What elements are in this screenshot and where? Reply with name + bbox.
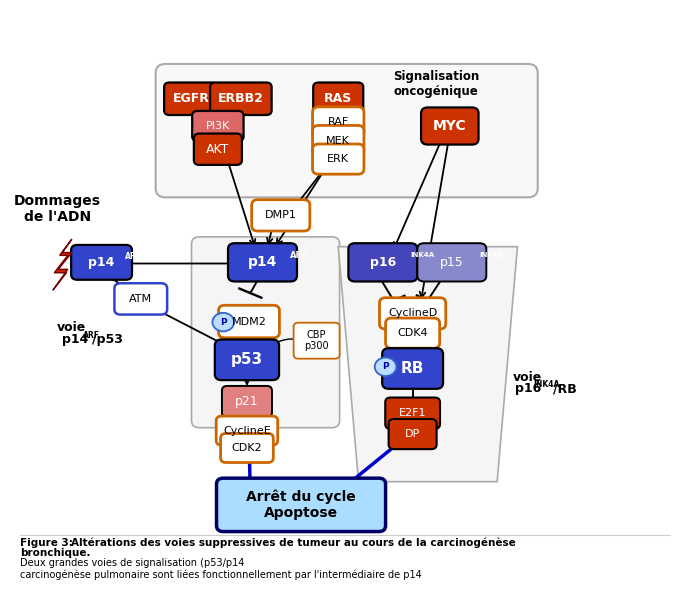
Text: Altérations des voies suppressives de tumeur au cours de la carcinogénèse: Altérations des voies suppressives de tu… <box>71 538 516 548</box>
Text: voie: voie <box>57 321 86 334</box>
FancyBboxPatch shape <box>115 283 167 314</box>
Text: EGFR: EGFR <box>172 92 209 105</box>
Text: E2F1: E2F1 <box>399 408 426 418</box>
Text: ARF: ARF <box>83 331 99 340</box>
FancyBboxPatch shape <box>417 243 486 281</box>
Text: ERK: ERK <box>327 154 349 164</box>
Text: ERBB2: ERBB2 <box>218 92 264 105</box>
Text: voie: voie <box>513 371 542 384</box>
Text: INK4A: INK4A <box>533 380 560 390</box>
FancyBboxPatch shape <box>252 200 310 231</box>
Text: CyclineE: CyclineE <box>223 426 271 436</box>
Text: p14: p14 <box>248 255 277 269</box>
FancyBboxPatch shape <box>217 478 386 532</box>
FancyBboxPatch shape <box>313 82 363 115</box>
FancyBboxPatch shape <box>193 111 244 141</box>
Text: MYC: MYC <box>433 119 466 133</box>
Text: INK4B: INK4B <box>479 252 503 258</box>
FancyBboxPatch shape <box>382 348 443 389</box>
FancyBboxPatch shape <box>348 243 417 281</box>
Circle shape <box>213 313 234 332</box>
Text: p16: p16 <box>370 256 396 269</box>
FancyBboxPatch shape <box>192 237 339 427</box>
Text: p14: p14 <box>88 256 115 269</box>
Text: /RB: /RB <box>553 382 577 395</box>
FancyBboxPatch shape <box>385 398 440 429</box>
Text: ARF: ARF <box>126 252 142 261</box>
Text: DP: DP <box>405 429 420 439</box>
Text: p16: p16 <box>515 382 542 395</box>
FancyBboxPatch shape <box>156 64 538 197</box>
Text: CBP
p300: CBP p300 <box>304 330 329 352</box>
Text: P: P <box>382 362 389 371</box>
Text: Figure 3:: Figure 3: <box>21 538 77 548</box>
FancyBboxPatch shape <box>164 82 217 115</box>
Text: Deux grandes voies de signalisation (p53/p14: Deux grandes voies de signalisation (p53… <box>21 558 245 568</box>
Text: RAS: RAS <box>324 92 353 105</box>
FancyBboxPatch shape <box>222 386 272 417</box>
FancyBboxPatch shape <box>216 416 277 445</box>
Text: ATM: ATM <box>129 294 152 304</box>
Text: AKT: AKT <box>206 143 230 156</box>
Text: INK4A: INK4A <box>410 252 434 258</box>
FancyBboxPatch shape <box>313 144 364 174</box>
FancyBboxPatch shape <box>215 339 279 380</box>
Text: MEK: MEK <box>326 136 351 146</box>
Text: CDK4: CDK4 <box>397 328 428 338</box>
Text: ARF: ARF <box>290 251 308 260</box>
Text: Arrêt du cycle
Apoptose: Arrêt du cycle Apoptose <box>246 490 356 520</box>
FancyBboxPatch shape <box>386 318 440 348</box>
FancyBboxPatch shape <box>194 134 242 165</box>
Text: RB: RB <box>401 361 424 376</box>
FancyBboxPatch shape <box>388 419 437 449</box>
FancyBboxPatch shape <box>71 245 132 280</box>
Text: PI3K: PI3K <box>206 121 230 131</box>
Text: P: P <box>220 317 226 327</box>
Text: bronchique.: bronchique. <box>21 548 91 558</box>
Text: Dommages
de l'ADN: Dommages de l'ADN <box>14 194 101 224</box>
FancyBboxPatch shape <box>219 305 279 338</box>
Text: p14: p14 <box>62 333 89 346</box>
FancyBboxPatch shape <box>380 298 446 329</box>
Text: CDK2: CDK2 <box>232 443 262 453</box>
Polygon shape <box>338 247 518 482</box>
FancyBboxPatch shape <box>313 126 364 156</box>
FancyBboxPatch shape <box>421 107 479 144</box>
FancyBboxPatch shape <box>210 82 272 115</box>
Text: p15: p15 <box>440 256 464 269</box>
Text: Signalisation
oncogénique: Signalisation oncogénique <box>393 70 480 98</box>
FancyBboxPatch shape <box>313 107 364 137</box>
Text: p53: p53 <box>231 352 263 367</box>
Text: carcinogénèse pulmonaire sont liées fonctionnellement par l'intermédiaire de p14: carcinogénèse pulmonaire sont liées fonc… <box>21 570 422 580</box>
Text: DMP1: DMP1 <box>265 210 297 220</box>
Text: p21: p21 <box>235 395 259 408</box>
Text: MDM2: MDM2 <box>232 317 266 327</box>
Polygon shape <box>53 239 72 290</box>
Text: RAF: RAF <box>328 117 349 127</box>
FancyBboxPatch shape <box>294 323 339 359</box>
FancyBboxPatch shape <box>221 433 273 462</box>
Text: /p53: /p53 <box>92 333 123 346</box>
FancyBboxPatch shape <box>228 243 297 281</box>
Text: CyclineD: CyclineD <box>388 308 437 318</box>
Circle shape <box>375 358 396 376</box>
